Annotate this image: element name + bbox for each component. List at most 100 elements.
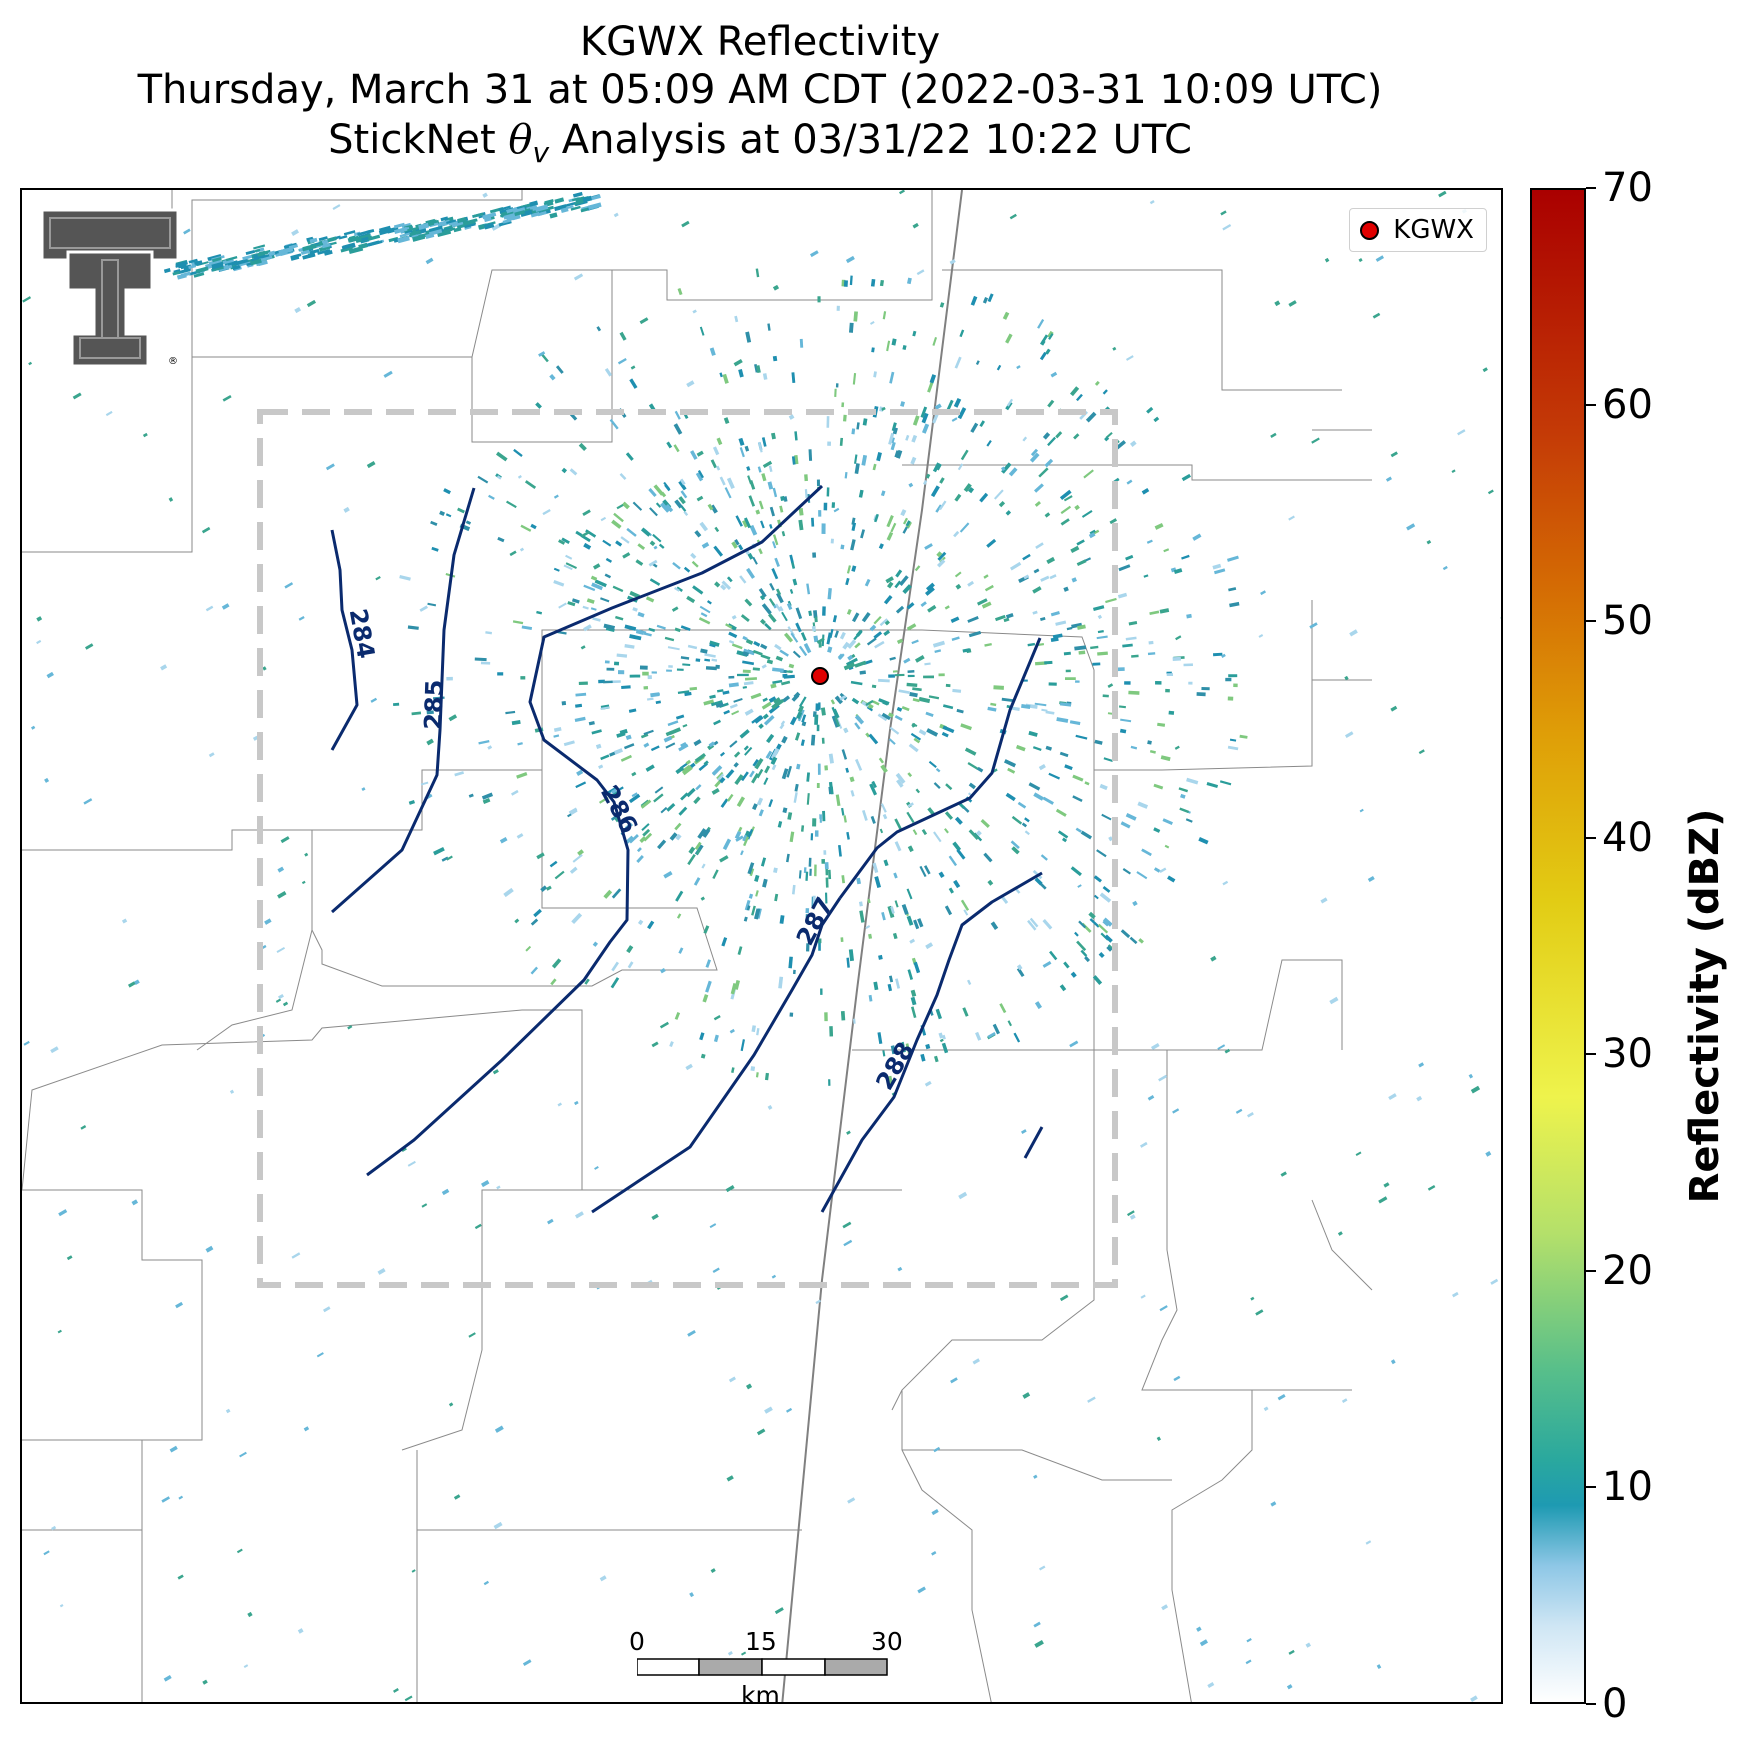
echo-gate (817, 296, 821, 303)
echo-gate (650, 692, 660, 698)
echo-gate (1490, 1278, 1499, 1285)
echo-gate (520, 524, 532, 532)
echo-gate (499, 836, 508, 844)
echo-gate (142, 432, 148, 438)
echo-gate (816, 637, 825, 644)
echo-gate (765, 750, 773, 759)
echo-gate (834, 388, 837, 398)
echo-gate (678, 496, 686, 505)
echo-gate (771, 432, 776, 440)
echo-gate (933, 782, 941, 789)
echo-gate (1132, 900, 1138, 907)
echo-gate (429, 222, 439, 228)
echo-gate (1130, 745, 1138, 750)
echo-gate (300, 249, 310, 255)
colorbar-tick-label: 10 (1602, 1464, 1653, 1511)
echo-gate (1179, 807, 1190, 814)
echo-gate (1105, 597, 1117, 604)
echo-gate (845, 767, 850, 773)
echo-gate (878, 698, 890, 706)
echo-gate (846, 957, 850, 968)
county-line (1311, 600, 1372, 681)
echo-gate (578, 681, 588, 686)
echo-gate (963, 483, 972, 493)
echo-gate (554, 870, 565, 880)
county-line (852, 1049, 1095, 1411)
echo-gate (782, 807, 788, 814)
echo-gate (879, 618, 888, 627)
echo-gate (953, 879, 961, 889)
echo-gate (841, 749, 848, 760)
echo-gate (1097, 614, 1103, 620)
echo-gate (719, 372, 723, 378)
echo-gate (606, 667, 615, 671)
echo-gate (399, 232, 412, 238)
echo-gate (66, 1255, 73, 1261)
echo-gate (808, 857, 812, 867)
echo-gate (695, 658, 701, 662)
echo-gate (1138, 938, 1144, 944)
echo-gate (870, 278, 876, 287)
echo-gate (742, 686, 747, 689)
echo-gate (1049, 574, 1057, 580)
echo-gate (506, 500, 517, 509)
map-canvas[interactable]: 284 285 286 287 288 (22, 190, 1503, 1704)
map-panel[interactable]: 284 285 286 287 288 ® KGWX (20, 188, 1503, 1704)
echo-gate (891, 338, 897, 346)
echo-gate (768, 465, 773, 472)
echo-gate (1042, 919, 1053, 930)
echo-gate (845, 577, 850, 586)
echo-gate (640, 733, 649, 739)
echo-gate (484, 222, 495, 230)
echo-gate (491, 223, 502, 231)
echo-gate (451, 221, 464, 228)
echo-gate (301, 880, 306, 885)
county-line (401, 1010, 583, 1451)
echo-gate (604, 660, 610, 664)
echo-gate (1383, 1182, 1390, 1188)
echo-gate (43, 1550, 50, 1556)
echo-gate (842, 1221, 852, 1229)
echo-gate (715, 664, 720, 669)
echo-gate (1072, 774, 1084, 782)
echo-gate (721, 580, 732, 590)
echo-gate (687, 1329, 696, 1337)
echo-gate (748, 495, 756, 507)
echo-gate (368, 240, 383, 247)
contour-labels: 284 285 286 287 288 (344, 607, 920, 1095)
echo-gate (600, 706, 610, 710)
echo-gate (736, 673, 749, 677)
echo-gate (883, 595, 893, 605)
echo-gate (982, 297, 989, 304)
echo-gate (51, 1525, 57, 1531)
echo-gate (31, 725, 36, 730)
echo-gate (912, 222, 919, 229)
scale-tick-0: 0 (629, 1627, 645, 1656)
echo-gate (613, 512, 624, 523)
echo-gate (880, 490, 886, 497)
echo-gate (692, 309, 697, 314)
echo-gate (1085, 411, 1097, 423)
echo-gate (786, 602, 793, 611)
echo-gate (687, 853, 696, 866)
echo-gate (853, 311, 858, 322)
echo-gate (1035, 542, 1044, 549)
echo-gate (222, 394, 232, 402)
echo-gate (1126, 479, 1133, 485)
echo-gate (590, 575, 598, 581)
echo-gate (794, 783, 799, 792)
echo-gate (708, 741, 715, 748)
echo-gate (770, 747, 780, 760)
echo-gate (1311, 437, 1320, 444)
echo-gate (725, 1185, 735, 1193)
echo-gate (893, 872, 898, 879)
contour-label: 286 (595, 781, 643, 838)
echo-gate (780, 495, 785, 501)
echo-gate (874, 876, 882, 889)
echo-gate (1039, 1565, 1046, 1571)
echo-gate (534, 204, 549, 213)
echo-gate (715, 702, 724, 708)
echo-gate (964, 747, 977, 756)
echo-gate (773, 867, 778, 873)
echo-gate (561, 467, 568, 474)
